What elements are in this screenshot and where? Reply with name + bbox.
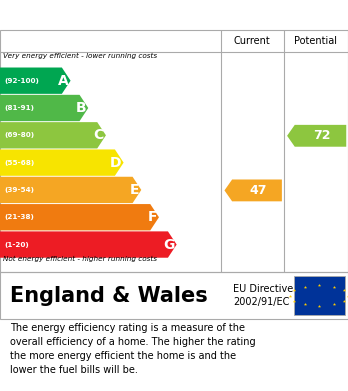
Text: (81-91): (81-91)	[4, 105, 34, 111]
Polygon shape	[0, 177, 141, 203]
Polygon shape	[0, 204, 159, 230]
Text: 47: 47	[250, 184, 267, 197]
Text: Energy Efficiency Rating: Energy Efficiency Rating	[10, 7, 220, 23]
Text: EU Directive
2002/91/EC: EU Directive 2002/91/EC	[233, 283, 293, 307]
Text: G: G	[163, 238, 175, 251]
Polygon shape	[0, 68, 71, 94]
Text: Very energy efficient - lower running costs: Very energy efficient - lower running co…	[3, 53, 158, 59]
Text: (21-38): (21-38)	[4, 214, 34, 220]
Text: D: D	[110, 156, 121, 170]
Text: (39-54): (39-54)	[4, 187, 34, 193]
Polygon shape	[287, 125, 346, 147]
Polygon shape	[0, 231, 177, 258]
Polygon shape	[0, 95, 88, 121]
Text: (1-20): (1-20)	[4, 242, 29, 248]
Bar	[294, 276, 345, 315]
Text: E: E	[130, 183, 139, 197]
Text: Potential: Potential	[294, 36, 337, 46]
Text: Current: Current	[234, 36, 271, 46]
Text: Not energy efficient - higher running costs: Not energy efficient - higher running co…	[3, 256, 158, 262]
Text: (92-100): (92-100)	[4, 78, 39, 84]
Text: 72: 72	[313, 129, 331, 142]
Polygon shape	[0, 149, 124, 176]
Text: (55-68): (55-68)	[4, 160, 34, 166]
Text: A: A	[58, 74, 69, 88]
Text: B: B	[76, 101, 86, 115]
Text: (69-80): (69-80)	[4, 132, 34, 138]
Polygon shape	[0, 122, 106, 149]
Text: The energy efficiency rating is a measure of the
overall efficiency of a home. T: The energy efficiency rating is a measur…	[10, 323, 256, 375]
Text: England & Wales: England & Wales	[10, 285, 208, 305]
Text: F: F	[148, 210, 157, 224]
Polygon shape	[224, 179, 282, 201]
Text: C: C	[94, 128, 104, 142]
